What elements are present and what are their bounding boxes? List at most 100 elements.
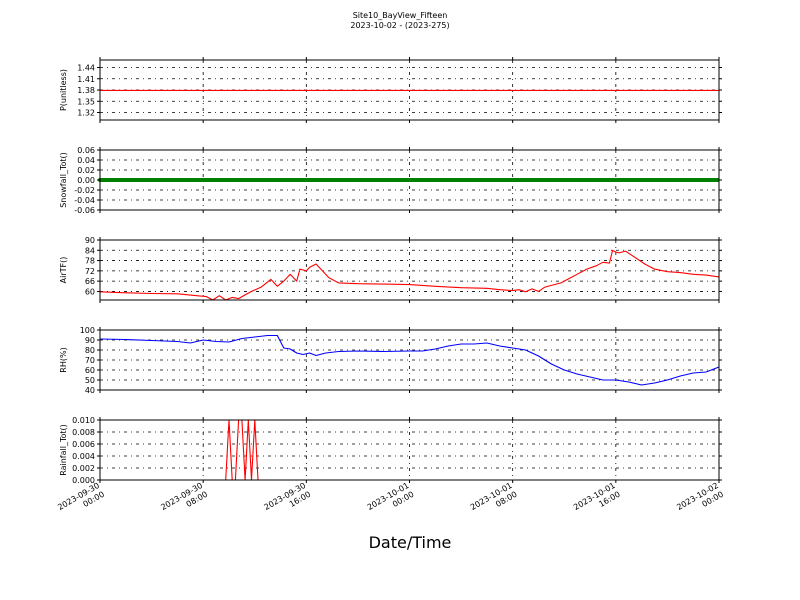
y-axis-label: Snowfall_Tot() (59, 152, 68, 208)
series-point (262, 178, 267, 182)
y-tick-label: 60 (85, 366, 95, 375)
series-point (378, 178, 382, 182)
series-point (115, 178, 120, 182)
y-tick-label: 0.002 (72, 464, 95, 473)
y-axis-label: RH(%) (59, 347, 68, 372)
series-point (437, 178, 442, 182)
series-point (364, 178, 368, 182)
series-point (619, 178, 624, 182)
series-point (143, 178, 148, 182)
series-point (679, 178, 683, 182)
series-point (581, 178, 585, 182)
series-point (259, 178, 263, 182)
series-point (164, 178, 169, 182)
series-point (689, 178, 694, 182)
series-point (161, 178, 165, 182)
series-point (301, 178, 305, 182)
series-point (500, 178, 505, 182)
series-point (668, 178, 673, 182)
y-tick-label: 0.004 (72, 452, 95, 461)
series-point (339, 178, 344, 182)
series-point (287, 178, 291, 182)
series-point (563, 178, 568, 182)
y-tick-label: 84 (85, 246, 95, 255)
y-tick-label: 1.44 (77, 64, 95, 73)
y-tick-label: 0.04 (77, 156, 95, 165)
series-point (395, 178, 400, 182)
series-point (276, 178, 281, 182)
y-tick-label: 0.06 (77, 146, 95, 155)
series-point (605, 178, 610, 182)
y-axis-label: Rainfall_Tot() (59, 424, 68, 476)
series-point (332, 178, 337, 182)
series-point (175, 178, 179, 182)
series-point (266, 178, 270, 182)
series-point (129, 178, 134, 182)
series-point (371, 178, 375, 182)
series-point (430, 178, 435, 182)
series-point (336, 178, 340, 182)
y-tick-label: 1.38 (77, 86, 95, 95)
series-point (658, 178, 662, 182)
series-point (231, 178, 235, 182)
series-point (451, 178, 456, 182)
series-point (497, 178, 501, 182)
series-point (707, 178, 711, 182)
series-point (700, 178, 704, 182)
chart-title: Site10_BayView_Fifteen (352, 11, 448, 20)
series-point (294, 178, 298, 182)
x-axis-label: Date/Time (368, 533, 452, 552)
series-point (252, 178, 256, 182)
series-point (360, 178, 365, 182)
series-point (290, 178, 295, 182)
series-point (150, 178, 155, 182)
series-point (199, 178, 204, 182)
series-point (392, 178, 396, 182)
series-point (630, 178, 634, 182)
series-point (525, 178, 529, 182)
series-point (406, 178, 410, 182)
series-point (399, 178, 403, 182)
series-point (122, 178, 127, 182)
y-tick-label: 72 (85, 267, 95, 276)
y-tick-label: 40 (85, 386, 95, 395)
series-point (413, 178, 417, 182)
series-point (185, 178, 190, 182)
y-tick-label: -0.02 (74, 186, 95, 195)
series-point (402, 178, 407, 182)
series-point (710, 178, 715, 182)
series-point (448, 178, 452, 182)
series-point (514, 178, 519, 182)
chart-subtitle: 2023-10-02 - (2023-275) (350, 21, 450, 30)
series-point (714, 178, 718, 182)
y-tick-label: -0.04 (74, 196, 95, 205)
series-point (420, 178, 424, 182)
x-tick-label: 2023-10-0100:00 (366, 481, 416, 521)
series-point (255, 178, 260, 182)
y-tick-label: 70 (85, 356, 95, 365)
series-point (665, 178, 669, 182)
series-point (409, 178, 414, 182)
x-tick-label: 2023-10-0108:00 (469, 481, 519, 521)
series-point (686, 178, 690, 182)
series-point (343, 178, 347, 182)
series-point (588, 178, 592, 182)
series-point (147, 178, 151, 182)
x-tick-label: 2023-10-0116:00 (572, 481, 622, 521)
series-point (308, 178, 312, 182)
series-point (238, 178, 242, 182)
series-point (105, 178, 109, 182)
series-point (385, 178, 389, 182)
x-tick-label: 2023-09-3000:00 (56, 481, 106, 521)
series-point (367, 178, 372, 182)
y-tick-label: 1.41 (77, 75, 95, 84)
series-point (465, 178, 470, 182)
series-point (220, 178, 225, 182)
series-point (206, 178, 211, 182)
y-tick-label: 0.010 (72, 416, 95, 425)
series-point (486, 178, 491, 182)
series-point (280, 178, 284, 182)
series-point (661, 178, 666, 182)
